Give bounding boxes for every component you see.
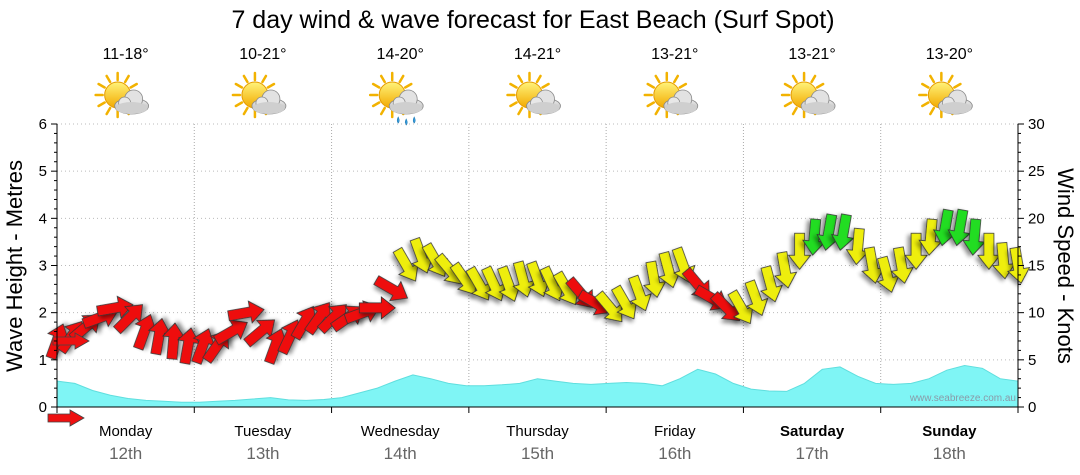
left-tick-label: 5 xyxy=(39,163,47,180)
partly-cloudy-icon xyxy=(918,71,973,119)
wind-arrow xyxy=(947,208,971,247)
wind-arrow xyxy=(744,279,769,317)
right-axis-label: Wind Speed - Knots xyxy=(1053,168,1078,364)
right-tick-label: 10 xyxy=(1028,305,1045,322)
day-temperature: 13-21° xyxy=(651,46,698,63)
day-name: Friday xyxy=(654,423,696,440)
right-tick-label: 20 xyxy=(1028,210,1045,227)
day-temperature: 13-21° xyxy=(788,46,835,63)
wind-speed-series xyxy=(45,208,1031,427)
wind-arrow xyxy=(890,246,914,284)
left-tick-label: 6 xyxy=(39,116,47,133)
day-name: Wednesday xyxy=(361,423,440,440)
left-tick-label: 0 xyxy=(39,399,47,416)
right-tick-label: 5 xyxy=(1028,352,1036,369)
wind-arrow xyxy=(773,251,798,289)
right-tick-label: 0 xyxy=(1028,399,1036,416)
watermark: www.seabreeze.com.au xyxy=(909,393,1016,404)
day-headers: 11-18° Monday 12th 10-21° Tuesday 13th 14-20° W… xyxy=(94,46,977,463)
left-tick-label: 1 xyxy=(39,352,47,369)
axes: 0 1 2 3 4 5 6 0 5 10 15 20 25 30 xyxy=(39,116,1045,416)
wind-arrow xyxy=(642,260,667,298)
day-date: 18th xyxy=(933,444,966,463)
wind-arrow xyxy=(760,265,783,303)
day-date: 14th xyxy=(384,444,417,463)
showers-icon xyxy=(368,71,424,126)
day-date: 17th xyxy=(796,444,829,463)
day-date: 15th xyxy=(521,444,554,463)
wind-arrow xyxy=(52,332,90,350)
day-date: 13th xyxy=(246,444,279,463)
wind-arrow xyxy=(358,296,396,320)
day-date: 16th xyxy=(658,444,691,463)
right-tick-label: 30 xyxy=(1028,116,1045,133)
wave-height-series xyxy=(56,364,1019,408)
left-tick-label: 2 xyxy=(39,305,47,322)
partly-cloudy-icon xyxy=(780,71,836,119)
left-tick-label: 4 xyxy=(39,210,47,227)
day-name: Monday xyxy=(99,423,153,440)
day-temperature: 14-21° xyxy=(514,46,561,63)
wind-arrow xyxy=(904,232,928,270)
partly-cloudy-icon xyxy=(643,71,699,119)
wind-arrow xyxy=(227,300,265,324)
left-axis-label: Wave Height - Metres xyxy=(2,160,27,372)
wind-arrow xyxy=(831,213,855,251)
day-temperature: 10-21° xyxy=(239,46,286,63)
day-temperature: 11-18° xyxy=(103,46,149,63)
right-tick-label: 25 xyxy=(1028,163,1045,180)
chart-title: 7 day wind & wave forecast for East Beac… xyxy=(231,6,834,34)
wind-arrow xyxy=(977,232,1001,270)
partly-cloudy-icon xyxy=(94,71,150,119)
partly-cloudy-icon xyxy=(231,71,287,119)
wind-arrow xyxy=(96,295,134,319)
day-temperature: 14-20° xyxy=(377,46,424,63)
day-date: 12th xyxy=(109,444,142,463)
day-temperature: 13-20° xyxy=(926,46,973,63)
day-name: Tuesday xyxy=(234,423,291,440)
left-tick-label: 3 xyxy=(39,258,47,275)
wave-area xyxy=(56,364,1019,408)
day-name: Saturday xyxy=(780,423,845,440)
day-name: Sunday xyxy=(922,423,977,440)
wind-arrow xyxy=(628,274,652,312)
day-name: Thursday xyxy=(506,423,569,440)
right-tick-label: 15 xyxy=(1028,258,1045,275)
partly-cloudy-icon xyxy=(506,71,561,119)
wind-arrow xyxy=(787,232,812,270)
wind-arrow xyxy=(47,409,85,427)
wind-arrow xyxy=(373,275,409,302)
